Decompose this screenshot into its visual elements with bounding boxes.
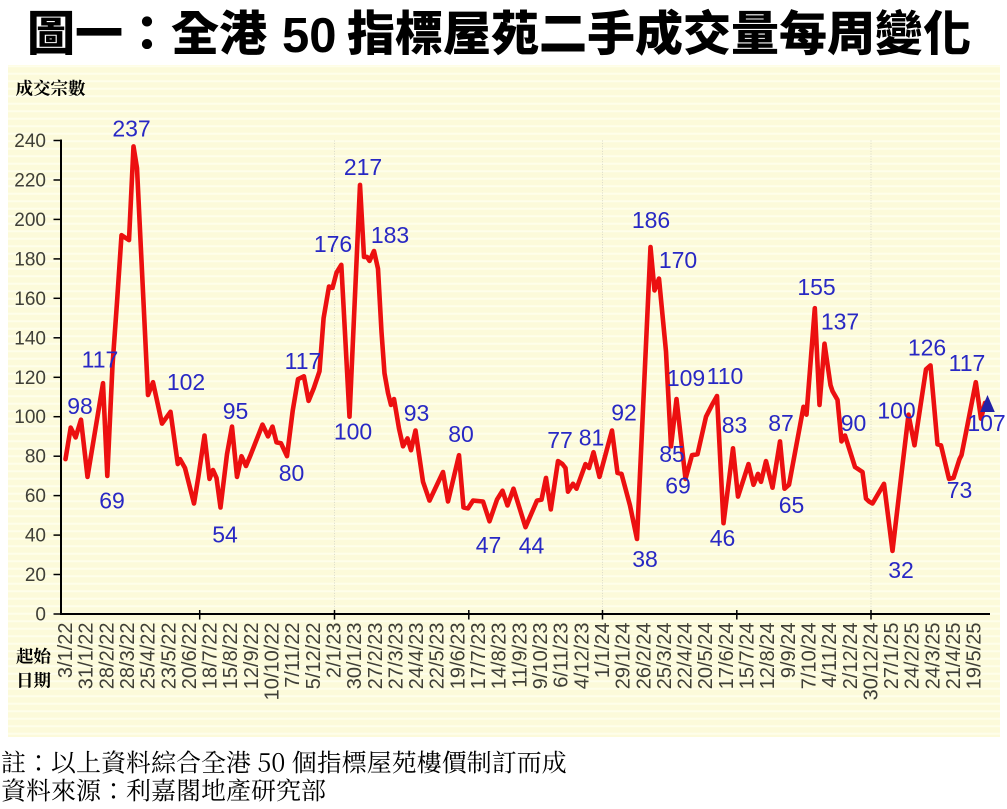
svg-text:95: 95 bbox=[223, 398, 249, 424]
svg-text:217: 217 bbox=[344, 154, 382, 180]
svg-text:183: 183 bbox=[371, 222, 409, 248]
svg-text:27/2/23: 27/2/23 bbox=[365, 623, 387, 690]
svg-text:200: 200 bbox=[14, 210, 46, 231]
svg-text:237: 237 bbox=[112, 116, 150, 142]
svg-text:22/5/23: 22/5/23 bbox=[427, 623, 449, 690]
svg-text:81: 81 bbox=[579, 425, 605, 451]
svg-text:110: 110 bbox=[707, 363, 744, 389]
svg-text:92: 92 bbox=[611, 400, 637, 426]
svg-text:9/9/24: 9/9/24 bbox=[778, 623, 800, 679]
svg-text:10/10/22: 10/10/22 bbox=[262, 623, 284, 701]
svg-text:180: 180 bbox=[14, 249, 46, 270]
svg-text:90: 90 bbox=[841, 410, 867, 436]
svg-text:80: 80 bbox=[279, 460, 305, 486]
svg-text:17/7/23: 17/7/23 bbox=[468, 623, 490, 690]
svg-text:117: 117 bbox=[285, 348, 322, 374]
svg-text:7/10/24: 7/10/24 bbox=[799, 623, 821, 690]
svg-text:40: 40 bbox=[25, 526, 46, 547]
svg-text:50: 50 bbox=[282, 9, 337, 63]
svg-text:12/8/24: 12/8/24 bbox=[757, 623, 779, 690]
svg-text:220: 220 bbox=[14, 171, 46, 192]
svg-text:24/2/25: 24/2/25 bbox=[902, 623, 924, 690]
svg-text:26/2/24: 26/2/24 bbox=[633, 623, 655, 690]
svg-text:27/3/23: 27/3/23 bbox=[385, 623, 407, 690]
svg-text:11/9/23: 11/9/23 bbox=[509, 623, 531, 688]
svg-text:186: 186 bbox=[632, 207, 670, 233]
svg-text:20/5/24: 20/5/24 bbox=[695, 623, 717, 690]
svg-text:102: 102 bbox=[167, 369, 205, 395]
svg-text:25/4/22: 25/4/22 bbox=[138, 623, 160, 690]
svg-text:25/3/24: 25/3/24 bbox=[654, 623, 676, 690]
svg-text:2/1/23: 2/1/23 bbox=[324, 623, 346, 679]
svg-text:22/4/24: 22/4/24 bbox=[675, 623, 697, 690]
svg-text:30/1/23: 30/1/23 bbox=[344, 623, 366, 690]
svg-text:83: 83 bbox=[722, 412, 748, 438]
svg-text:27/1/25: 27/1/25 bbox=[881, 623, 903, 690]
svg-text:98: 98 bbox=[67, 393, 93, 419]
svg-text:80: 80 bbox=[448, 421, 474, 447]
svg-text:28/2/22: 28/2/22 bbox=[96, 623, 118, 690]
svg-text:46: 46 bbox=[710, 525, 736, 551]
svg-text:170: 170 bbox=[659, 247, 697, 273]
svg-text:100: 100 bbox=[877, 398, 915, 424]
svg-text:15/7/24: 15/7/24 bbox=[737, 623, 759, 690]
svg-text:140: 140 bbox=[14, 328, 46, 349]
svg-text:80: 80 bbox=[25, 447, 46, 468]
svg-text:20: 20 bbox=[25, 565, 46, 586]
svg-text:2/12/24: 2/12/24 bbox=[840, 623, 862, 690]
svg-text:85: 85 bbox=[659, 441, 685, 467]
svg-text:24/3/25: 24/3/25 bbox=[922, 623, 944, 690]
svg-text:32: 32 bbox=[888, 557, 914, 583]
svg-text:29/1/24: 29/1/24 bbox=[613, 623, 635, 690]
svg-text:117: 117 bbox=[82, 347, 119, 373]
svg-text:137: 137 bbox=[821, 309, 859, 335]
svg-text:60: 60 bbox=[25, 486, 46, 507]
svg-text:93: 93 bbox=[404, 400, 430, 426]
svg-text:117: 117 bbox=[949, 350, 986, 376]
svg-text:4/11/24: 4/11/24 bbox=[819, 623, 841, 688]
svg-text:0: 0 bbox=[35, 605, 46, 626]
svg-text:1/1/24: 1/1/24 bbox=[592, 623, 614, 679]
svg-text:155: 155 bbox=[797, 274, 835, 300]
svg-text:69: 69 bbox=[665, 473, 691, 499]
svg-text:100: 100 bbox=[334, 419, 372, 445]
svg-text:9/10/23: 9/10/23 bbox=[530, 623, 552, 690]
svg-text:21/4/25: 21/4/25 bbox=[943, 623, 965, 690]
svg-text:77: 77 bbox=[547, 427, 573, 453]
svg-text:12/9/22: 12/9/22 bbox=[241, 623, 263, 690]
svg-text:14/8/23: 14/8/23 bbox=[489, 623, 511, 690]
svg-text:54: 54 bbox=[212, 522, 238, 548]
svg-text:100: 100 bbox=[14, 407, 46, 428]
svg-text:15/8/22: 15/8/22 bbox=[220, 623, 242, 690]
svg-text:19/5/25: 19/5/25 bbox=[964, 623, 986, 690]
svg-text:107: 107 bbox=[967, 410, 1005, 436]
svg-text:18/7/22: 18/7/22 bbox=[200, 623, 222, 690]
svg-text:17/6/24: 17/6/24 bbox=[716, 623, 738, 690]
svg-text:65: 65 bbox=[779, 492, 805, 518]
svg-text:3/1/22: 3/1/22 bbox=[55, 623, 77, 679]
svg-text:160: 160 bbox=[14, 289, 46, 310]
svg-text:73: 73 bbox=[947, 477, 973, 503]
svg-text:28/3/22: 28/3/22 bbox=[117, 623, 139, 690]
svg-text:5/12/22: 5/12/22 bbox=[303, 623, 325, 690]
svg-text:47: 47 bbox=[476, 532, 502, 558]
svg-text:31/1/22: 31/1/22 bbox=[76, 623, 98, 690]
svg-text:19/6/23: 19/6/23 bbox=[447, 623, 469, 690]
svg-text:240: 240 bbox=[14, 131, 46, 152]
svg-text:69: 69 bbox=[99, 488, 125, 514]
svg-text:176: 176 bbox=[314, 231, 352, 257]
svg-text:87: 87 bbox=[768, 410, 794, 436]
svg-text:38: 38 bbox=[632, 546, 658, 572]
svg-text:126: 126 bbox=[908, 335, 946, 361]
svg-text:7/11/22: 7/11/22 bbox=[282, 623, 304, 688]
svg-text:23/5/22: 23/5/22 bbox=[158, 623, 180, 690]
svg-text:120: 120 bbox=[14, 368, 46, 389]
svg-text:109: 109 bbox=[667, 365, 705, 391]
svg-text:20/6/22: 20/6/22 bbox=[179, 623, 201, 690]
svg-text:4/12/23: 4/12/23 bbox=[571, 623, 593, 690]
svg-text:44: 44 bbox=[519, 533, 545, 559]
svg-text:24/4/23: 24/4/23 bbox=[406, 623, 428, 690]
svg-text:6/11/23: 6/11/23 bbox=[551, 623, 573, 688]
svg-text:30/12/24: 30/12/24 bbox=[860, 623, 882, 701]
